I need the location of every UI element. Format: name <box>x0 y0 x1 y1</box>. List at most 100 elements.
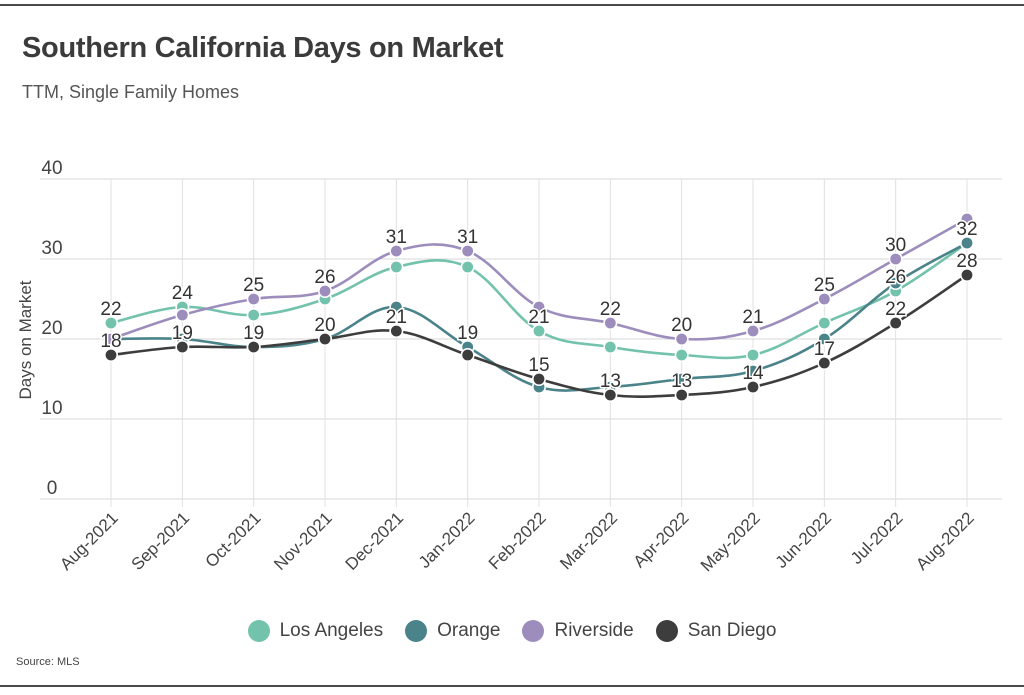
data-label: 26 <box>885 267 906 288</box>
x-tick-label: Aug-2021 <box>56 508 122 574</box>
data-point-riverside <box>460 244 475 259</box>
data-label: 21 <box>528 307 549 328</box>
data-point-san-diego <box>888 315 903 330</box>
x-tick-label: May-2022 <box>697 508 764 575</box>
data-label: 22 <box>600 299 621 320</box>
data-point-riverside <box>674 331 689 346</box>
data-point-los-angeles <box>246 307 261 322</box>
data-point-los-angeles <box>745 347 760 362</box>
y-axis-label: Days on Market <box>16 280 35 399</box>
data-point-san-diego <box>959 267 974 282</box>
data-label: 32 <box>956 219 977 240</box>
data-label: 15 <box>528 355 549 376</box>
data-point-san-diego <box>246 339 261 354</box>
data-point-san-diego <box>817 355 832 370</box>
data-point-san-diego <box>460 347 475 362</box>
data-point-san-diego <box>317 331 332 346</box>
data-label: 13 <box>600 371 621 392</box>
data-point-orange <box>888 275 903 290</box>
data-point-los-angeles <box>460 259 475 274</box>
top-rule <box>0 4 1024 6</box>
data-point-orange <box>674 371 689 386</box>
data-point-riverside <box>104 331 119 346</box>
x-axis: Aug-2021 Sep-2021 Oct-2021 Nov-2021 Dec-2021… <box>56 508 978 575</box>
data-label: 31 <box>386 227 407 248</box>
legend-label: Los Angeles <box>279 620 384 641</box>
data-point-riverside <box>603 315 618 330</box>
data-point-orange <box>745 363 760 378</box>
data-point-orange <box>959 236 974 251</box>
data-point-san-diego <box>674 387 689 402</box>
legend-swatch-riverside <box>522 620 545 642</box>
data-label: 18 <box>100 331 121 352</box>
data-point-san-diego <box>104 347 119 362</box>
data-label: 21 <box>742 307 763 328</box>
data-label: 25 <box>814 275 835 296</box>
legend-item-orange: Orange <box>405 620 500 642</box>
legend-label: San Diego <box>687 620 777 641</box>
legend-item-san-diego: San Diego <box>655 620 777 642</box>
data-point-riverside <box>817 291 832 306</box>
data-point-los-angeles <box>817 315 832 330</box>
data-label: 13 <box>671 371 692 392</box>
data-point-riverside <box>531 299 546 314</box>
chart-title: Southern California Days on Market <box>22 32 504 64</box>
data-point-san-diego <box>175 339 190 354</box>
legend-swatch-san-diego <box>655 620 678 642</box>
data-point-san-diego <box>531 371 546 386</box>
x-tick-label: Apr-2022 <box>630 508 693 571</box>
data-point-riverside <box>246 291 261 306</box>
chart-legend: Los Angeles Orange Riverside San Diego <box>0 620 1024 642</box>
data-point-riverside <box>317 283 332 298</box>
x-tick-label: Sep-2021 <box>128 508 194 574</box>
y-tick-label: 30 <box>41 238 62 259</box>
data-point-los-angeles <box>389 259 404 274</box>
data-point-san-diego <box>389 323 404 338</box>
x-tick-label: Mar-2022 <box>556 508 621 573</box>
y-tick-label: 0 <box>47 478 58 499</box>
legend-label: Orange <box>437 620 501 641</box>
data-label: 20 <box>314 315 335 336</box>
data-point-los-angeles <box>674 347 689 362</box>
data-label: 30 <box>885 235 906 256</box>
data-label: 31 <box>457 227 478 248</box>
y-tick-label: 20 <box>41 318 62 339</box>
data-label: 28 <box>956 251 977 272</box>
x-tick-label: Jul-2022 <box>847 508 907 568</box>
data-point-los-angeles <box>104 315 119 330</box>
data-point-riverside <box>389 244 404 259</box>
bottom-rule <box>0 685 1024 687</box>
data-point-orange <box>389 299 404 314</box>
data-label: 14 <box>742 363 764 384</box>
chart-subtitle: TTM, Single Family Homes <box>22 82 240 102</box>
y-tick-label: 40 <box>41 158 62 179</box>
data-point-san-diego <box>603 387 618 402</box>
data-point-riverside <box>745 323 760 338</box>
legend-item-riverside: Riverside <box>522 620 634 642</box>
data-point-san-diego <box>745 379 760 394</box>
x-tick-label: Dec-2021 <box>342 508 408 574</box>
legend-label: Riverside <box>554 620 634 641</box>
x-tick-label: Jan-2022 <box>415 508 479 572</box>
legend-swatch-los-angeles <box>247 620 270 642</box>
data-label: 20 <box>671 315 692 336</box>
data-point-riverside <box>959 212 974 227</box>
data-label: 26 <box>314 267 335 288</box>
y-tick-label: 10 <box>41 398 62 419</box>
data-point-orange <box>817 331 832 346</box>
data-point-riverside <box>888 252 903 267</box>
data-label: 24 <box>172 283 194 304</box>
line-chart: 0 10 20 30 40 Days on Market Aug-2021 Sep-202… <box>16 158 1002 575</box>
data-label: 21 <box>386 307 407 328</box>
legend-item-los-angeles: Los Angeles <box>247 620 384 642</box>
data-label: 22 <box>100 299 121 320</box>
data-label: 19 <box>457 323 478 344</box>
data-labels: 22 18 24 19 25 19 26 20 31 21 31 19 21 15 22 13 20 13 21 14… <box>99 218 979 394</box>
data-label: 17 <box>814 339 835 360</box>
x-tick-label: Aug-2022 <box>912 508 978 574</box>
data-label: 22 <box>885 299 906 320</box>
x-tick-label: Nov-2021 <box>270 508 336 574</box>
data-point-los-angeles <box>603 339 618 354</box>
source-note: Source: MLS <box>16 656 80 668</box>
x-tick-label: Feb-2022 <box>485 508 550 573</box>
